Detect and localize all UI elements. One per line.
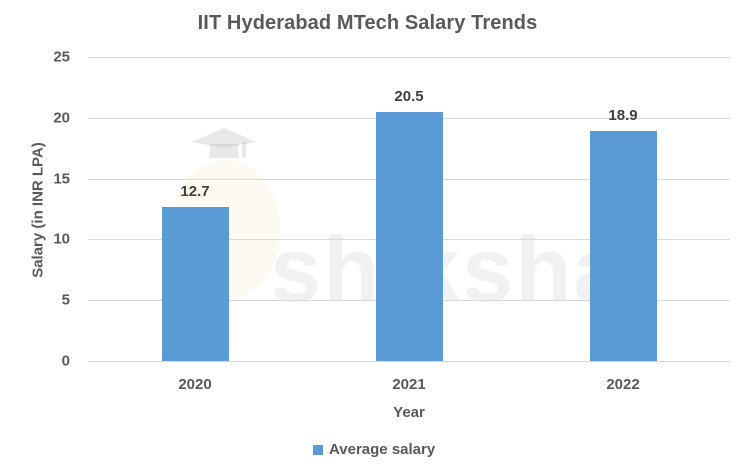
y-tick-label: 0: [61, 352, 70, 370]
data-label: 12.7: [180, 182, 210, 200]
gridline: [88, 361, 730, 362]
y-tick-label: 5: [61, 291, 70, 309]
legend-swatch: [313, 444, 323, 455]
bar-2021: [375, 111, 443, 361]
bar-2022: [589, 131, 657, 361]
x-tick-label: 2021: [392, 376, 426, 393]
legend-label: Average salary: [329, 441, 436, 458]
data-label: 18.9: [608, 107, 638, 125]
plot-area: 12.7 20.5 18.9: [88, 57, 730, 362]
x-tick-label: 2022: [606, 376, 640, 393]
y-tick-label: 10: [53, 230, 70, 248]
gridline: [88, 57, 730, 58]
x-axis-label: Year: [393, 404, 425, 421]
legend: Average salary: [313, 441, 435, 458]
bar-2020: [161, 206, 229, 361]
data-label: 20.5: [394, 87, 424, 105]
y-axis-label: Salary (in INR LPA): [29, 142, 47, 278]
chart-title: IIT Hyderabad MTech Salary Trends: [197, 12, 538, 34]
x-tick-label: 2020: [178, 376, 212, 393]
y-tick-label: 20: [53, 109, 70, 127]
y-tick-label: 15: [53, 170, 70, 188]
y-tick-label: 25: [53, 48, 70, 66]
